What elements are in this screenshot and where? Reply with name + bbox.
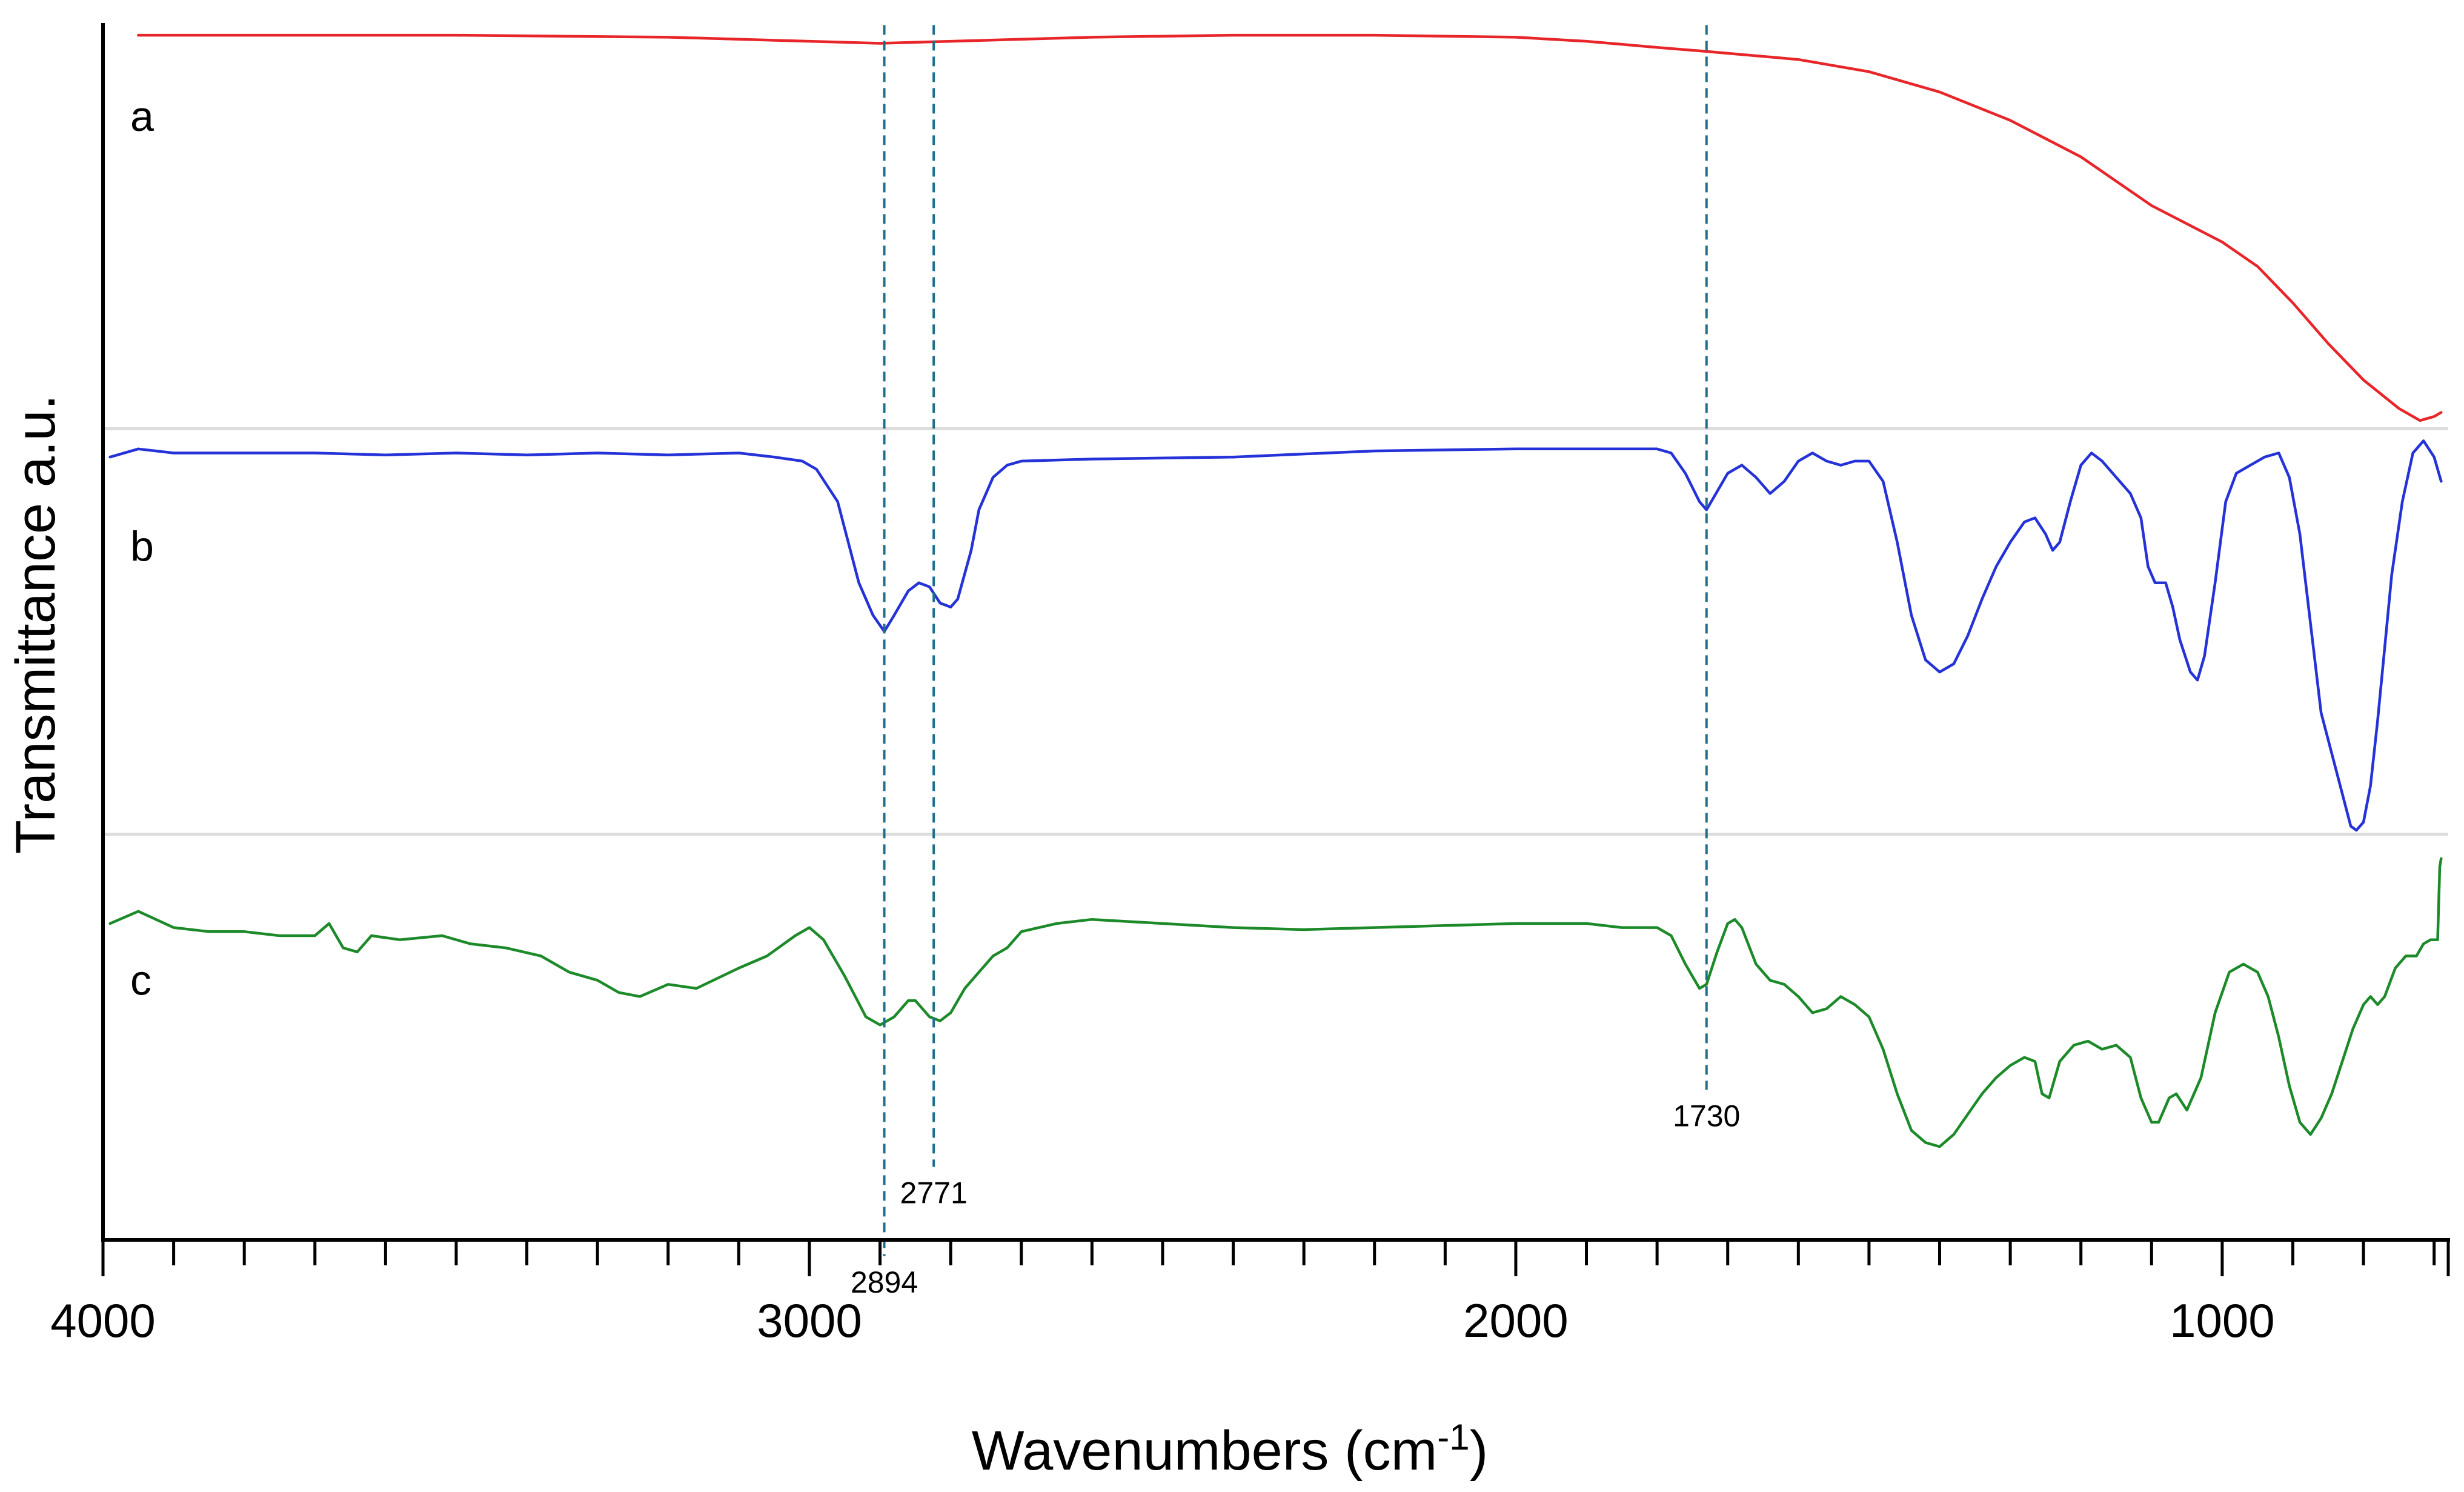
peak-label-2771: 2771 <box>900 1176 968 1210</box>
trace-labels: a b c <box>130 93 154 1004</box>
axes <box>101 23 2450 1276</box>
series-line-b <box>108 439 2443 832</box>
trace-label-b: b <box>130 522 154 570</box>
peak-markers: 2894 2771 1730 <box>851 25 1740 1299</box>
trace-label-a: a <box>130 93 154 140</box>
x-axis-title: Wavenumbers (cm-1) <box>972 1417 1489 1482</box>
x-tick-label-4000: 4000 <box>50 1294 156 1347</box>
trace-label-c: c <box>130 957 151 1004</box>
x-tick-label-1000: 1000 <box>2170 1294 2275 1347</box>
series-line-c <box>108 857 2443 1148</box>
series-line-a <box>137 33 2443 422</box>
peak-label-2894: 2894 <box>851 1265 918 1299</box>
panel-separators <box>103 427 2448 836</box>
peak-label-1730: 1730 <box>1673 1099 1740 1133</box>
series-layer <box>108 33 2443 1148</box>
x-ticks <box>101 1240 2436 1276</box>
x-tick-label-2000: 2000 <box>1463 1294 1569 1347</box>
x-tick-labels: 4000 3000 2000 1000 <box>50 1294 2274 1347</box>
y-axis-title: Transmittance a.u. <box>5 395 67 854</box>
x-tick-label-3000: 3000 <box>757 1294 862 1347</box>
